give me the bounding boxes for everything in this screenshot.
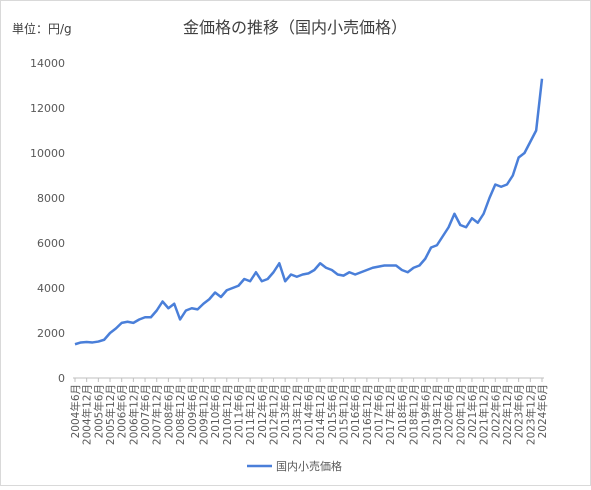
- x-tick-label: 2013年6月: [279, 384, 292, 438]
- x-tick-label: 2005年12月: [104, 384, 117, 445]
- x-tick-label: 2004年6月: [69, 384, 82, 438]
- x-tick-label: 2021年12月: [478, 384, 491, 445]
- y-tick-label: 12000: [30, 102, 65, 115]
- x-tick-label: 2015年12月: [338, 384, 351, 445]
- chart-title: 金価格の推移（国内小売価格）: [183, 18, 407, 37]
- x-tick-label: 2012年6月: [256, 384, 269, 438]
- x-tick-label: 2024年6月: [536, 384, 549, 438]
- x-tick-label: 2014年12月: [314, 384, 327, 445]
- x-tick-label: 2010年6月: [209, 384, 222, 438]
- x-tick-label: 2017年6月: [373, 384, 386, 438]
- x-tick-label: 2022年12月: [501, 384, 514, 445]
- y-tick-label: 2000: [37, 327, 65, 340]
- x-tick-label: 2006年6月: [116, 384, 129, 438]
- x-tick-label: 2005年6月: [92, 384, 105, 438]
- y-tick-label: 10000: [30, 147, 65, 160]
- x-tick-label: 2012年12月: [267, 384, 280, 445]
- x-tick-label: 2019年6月: [419, 384, 432, 438]
- y-tick-label: 0: [58, 372, 65, 385]
- x-tick-label: 2023年6月: [513, 384, 526, 438]
- x-tick-label: 2016年12月: [361, 384, 374, 445]
- x-tick-label: 2017年12月: [384, 384, 397, 445]
- legend-label: 国内小売価格: [276, 459, 342, 473]
- x-tick-label: 2008年6月: [162, 384, 175, 438]
- x-tick-label: 2007年12月: [151, 384, 164, 445]
- x-tick-label: 2022年6月: [489, 384, 502, 438]
- x-tick-label: 2019年12月: [431, 384, 444, 445]
- x-tick-label: 2009年6月: [186, 384, 199, 438]
- y-tick-label: 14000: [30, 57, 65, 70]
- x-tick-label: 2013年12月: [291, 384, 304, 445]
- unit-label: 単位：円/g: [12, 21, 72, 36]
- y-tick-label: 8000: [37, 192, 65, 205]
- x-tick-label: 2014年6月: [303, 384, 316, 438]
- x-tick-label: 2018年6月: [396, 384, 409, 438]
- x-tick-label: 2020年12月: [454, 384, 467, 445]
- x-tick-label: 2021年6月: [466, 384, 479, 438]
- x-tick-label: 2016年6月: [349, 384, 362, 438]
- x-tick-label: 2015年6月: [326, 384, 339, 438]
- y-tick-label: 4000: [37, 282, 65, 295]
- x-tick-label: 2020年6月: [443, 384, 456, 438]
- x-tick-label: 2011年12月: [244, 384, 257, 445]
- x-tick-label: 2008年12月: [174, 384, 187, 445]
- x-tick-label: 2018年12月: [408, 384, 421, 445]
- x-tick-label: 2006年12月: [127, 384, 140, 445]
- x-tick-label: 2010年12月: [221, 384, 234, 445]
- x-tick-label: 2007年6月: [139, 384, 152, 438]
- x-tick-label: 2023年12月: [524, 384, 537, 445]
- x-tick-label: 2011年6月: [232, 384, 245, 438]
- x-tick-label: 2004年12月: [81, 384, 94, 445]
- y-tick-label: 6000: [37, 237, 65, 250]
- series-line: [74, 78, 544, 346]
- x-tick-label: 2009年12月: [197, 384, 210, 445]
